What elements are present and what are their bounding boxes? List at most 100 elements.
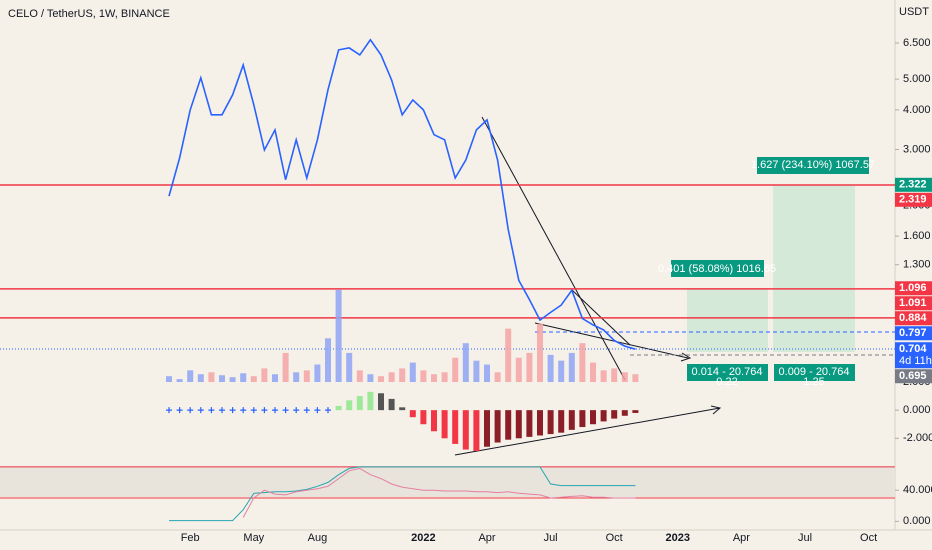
price-line [169,466,636,522]
volume-bar [568,352,575,382]
histogram-bar [515,410,522,439]
position-label: 0.401 (58.08%) 1016.65 [658,263,776,275]
position-box [687,288,768,352]
zero-marker [187,407,194,414]
volume-bar [240,373,247,382]
y-tick-label: 4.000 [903,104,931,116]
histogram-bar [409,410,416,418]
price-label: 1.096 [899,282,927,294]
position-extra: 1.25 [803,376,824,388]
histogram-bar [590,410,596,425]
x-tick-label: Oct [860,532,877,544]
histogram-bar [420,410,427,425]
volume-bar [547,354,554,382]
price-label: 0.704 [899,343,927,355]
histogram-bar [473,410,480,451]
arrow-head [680,352,692,362]
position-stats: 0.009 - 20.764 [779,366,850,378]
price-label-bg [895,369,932,384]
volume-bar [378,376,384,382]
position-stats-bg [774,364,855,381]
zero-marker [314,407,321,414]
volume-bar [335,289,342,382]
zero-marker [219,407,225,414]
volume-bar [484,364,490,382]
histogram-bar [356,396,363,411]
x-tick-label: Jul [798,532,812,544]
volume-bar [346,352,353,382]
volume-bar [272,374,278,382]
histogram-bar [378,393,384,411]
volume-bar [632,374,639,382]
volume-bar [197,374,204,382]
zero-marker [261,407,268,414]
histogram-bar [547,410,554,435]
x-tick-label: Jul [544,532,558,544]
trend-line [454,407,721,456]
zero-marker [282,407,289,414]
zero-marker [229,407,236,414]
volume-bar [367,374,374,382]
position-extra: 0.22 [716,376,737,388]
volume-bar [590,362,596,382]
volume-bar [515,357,522,382]
y-tick-label: 0.000 [903,515,931,527]
price-label: 2.319 [899,194,927,206]
volume-bar [250,376,257,382]
zero-marker [197,407,204,414]
histogram-bar [621,410,628,416]
volume-bar [208,372,215,382]
histogram-bar [505,410,512,440]
histogram-bar [537,410,543,436]
y-tick-label: 40.000 [903,484,932,496]
volume-bar [462,343,469,382]
price-label: 0.695 [899,370,927,382]
histogram-bar [335,405,342,411]
y-tick-label: 0.000 [903,404,931,416]
price-label: 1.091 [899,297,927,309]
histogram-bar [399,407,406,411]
volume-bar [579,343,586,382]
axis-label: USDT [899,6,929,18]
volume-bar [176,379,183,382]
volume-bar [441,372,448,382]
price-label-bg [895,281,932,296]
zero-marker [293,407,300,414]
volume-bar [293,372,300,382]
x-tick-label: Aug [308,532,328,544]
volume-bar [621,372,628,382]
histogram-bar [452,410,459,444]
price-label-bg [895,326,932,341]
histogram-bar [388,398,395,411]
x-tick-label: Apr [733,532,750,544]
volume-bar [166,376,172,382]
histogram-bar [346,400,353,411]
price-line [168,38,636,350]
volume-bar [420,370,427,382]
volume-bar [314,364,321,382]
trend-line [481,116,626,381]
price-label-bg [895,296,932,311]
chart-title: CELO / TetherUS, 1W, BINANCE [8,8,170,20]
histogram-bar [526,410,533,437]
volume-bar [452,357,459,382]
position-stats: 0.014 - 20.764 [692,366,763,378]
histogram-bar [611,410,618,419]
volume-bar [187,370,194,382]
volume-bar [600,370,607,382]
volume-bar [229,377,236,382]
x-tick-label: Feb [181,532,200,544]
y-tick-label: -2.000 [903,432,932,444]
y-tick-label: 5.000 [903,73,931,85]
volume-bar [537,323,543,382]
zero-marker [272,407,278,414]
zero-marker [303,407,310,414]
price-label: 0.797 [899,327,927,339]
position-label: 1.627 (234.10%) 1067.57 [751,159,875,171]
trend-line [534,322,689,359]
histogram-bar [431,410,437,432]
zero-marker [325,407,331,414]
zero-marker [166,407,172,414]
volume-bar [388,372,395,382]
